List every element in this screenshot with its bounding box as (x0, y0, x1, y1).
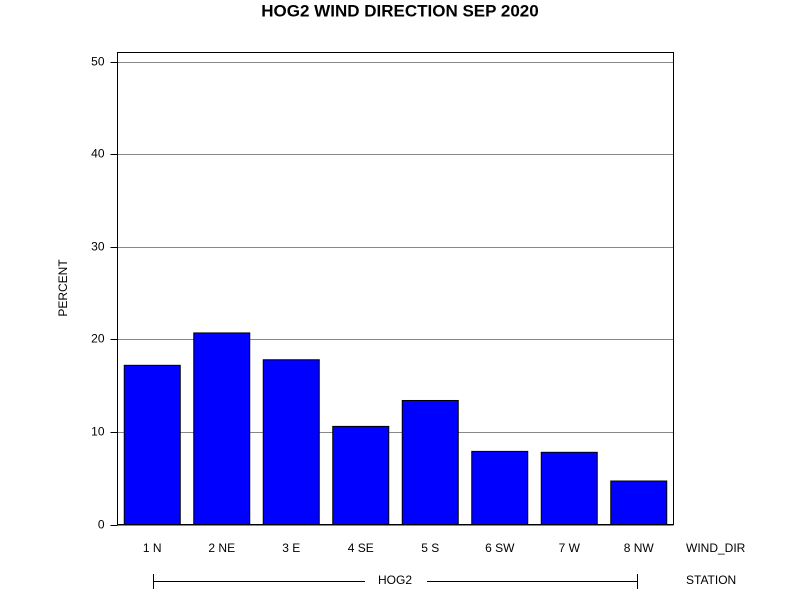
x-tick-label: 4 SE (348, 541, 374, 555)
bar (123, 364, 181, 525)
group-bracket (153, 574, 638, 589)
y-tick-label: 30 (91, 240, 105, 254)
bar (401, 399, 459, 525)
bar (332, 425, 390, 525)
x-tick-label: 6 SW (485, 541, 515, 555)
y-tick-label: 10 (91, 425, 105, 439)
y-tick-label: 50 (91, 55, 105, 69)
y-tick-label: 40 (91, 147, 105, 161)
chart-title: HOG2 WIND DIRECTION SEP 2020 (261, 1, 538, 20)
bars (123, 332, 668, 526)
bar (193, 332, 251, 525)
group-axis-label: STATION (686, 573, 736, 587)
bar (471, 450, 529, 525)
x-axis-label: WIND_DIR (686, 541, 746, 555)
bar (610, 480, 668, 525)
y-axis-label: PERCENT (56, 259, 70, 317)
x-tick-label: 7 W (559, 541, 581, 555)
x-tick-label: 3 E (282, 541, 300, 555)
group-label: HOG2 (378, 573, 412, 587)
bar (262, 359, 320, 526)
x-tick-label: 5 S (421, 541, 439, 555)
y-tick-label: 20 (91, 332, 105, 346)
x-tick-label: 8 NW (624, 541, 655, 555)
plot-frame (117, 52, 674, 525)
y-tick-label: 0 (98, 518, 105, 532)
x-tick-label: 1 N (143, 541, 162, 555)
x-tick-label: 2 NE (208, 541, 235, 555)
bar (540, 451, 598, 525)
